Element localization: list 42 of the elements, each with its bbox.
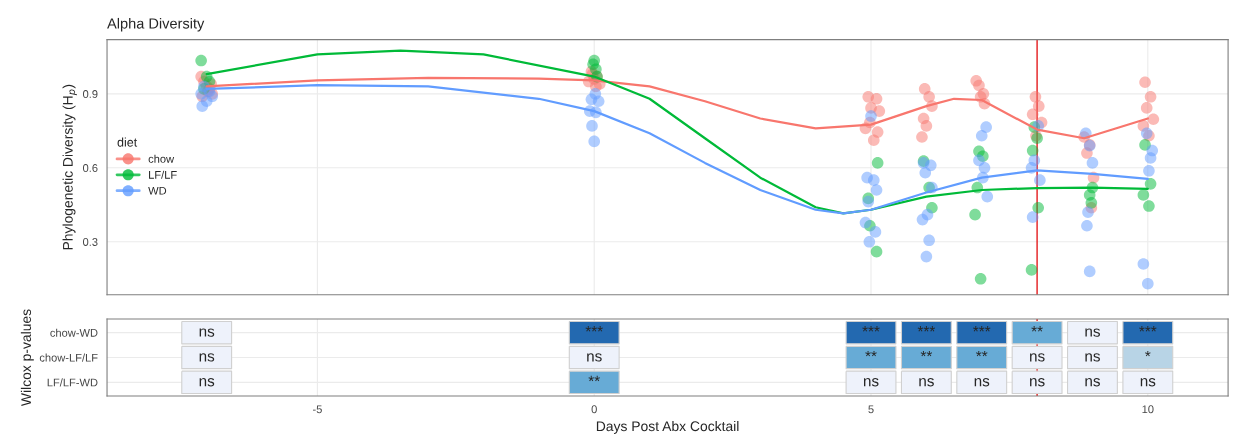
text: ns [974,378,990,387]
text: ** [865,350,877,357]
text: *** [973,326,991,332]
text: ** [920,350,933,357]
text: *** [1139,326,1157,332]
text: ns [199,378,215,387]
text: ** [1031,326,1043,332]
text: ns [199,353,215,362]
text: ns [1085,378,1100,387]
legend-title: diet [117,137,138,147]
text: * [1145,350,1151,357]
text: ns [1030,378,1045,387]
text: *** [585,326,603,332]
y-tick-label: chow-LF/LF [39,353,98,362]
y-tick-label: LF/LF-WD [47,378,98,387]
x-tick-label: -5 [312,405,322,414]
x-axis-title: Days Post Abx Cocktail [596,420,739,434]
legend-label: LF/LF [149,170,177,179]
text: ns [919,378,934,387]
text: *** [917,326,936,332]
y-tick-label: 0.6 [83,164,98,172]
legend-label: chow [148,154,175,163]
legend-label: WD [148,186,167,195]
chart-title: Alpha Diversity [107,17,205,32]
y-axis-title: Wilcox p-values [20,309,34,407]
text: ns [863,378,879,387]
y-tick-label: chow-WD [50,328,98,337]
text: ns [1085,328,1100,337]
text: ns [199,328,215,337]
y-tick-label: 0.3 [83,238,98,246]
text: ns [1140,378,1156,387]
text: ns [1030,353,1045,362]
text: ns [587,353,602,362]
x-tick-label: 10 [1142,405,1154,414]
text: ** [976,350,988,357]
x-tick-label: 5 [868,405,874,414]
y-tick-label: 0.9 [83,90,98,98]
x-tick-label: 0 [591,405,597,414]
text: ** [588,375,600,382]
text: ns [1085,353,1100,362]
y-axis-title: Phylogenetic Diversity (H$_{p}$) [62,84,77,250]
text: *** [862,326,880,332]
